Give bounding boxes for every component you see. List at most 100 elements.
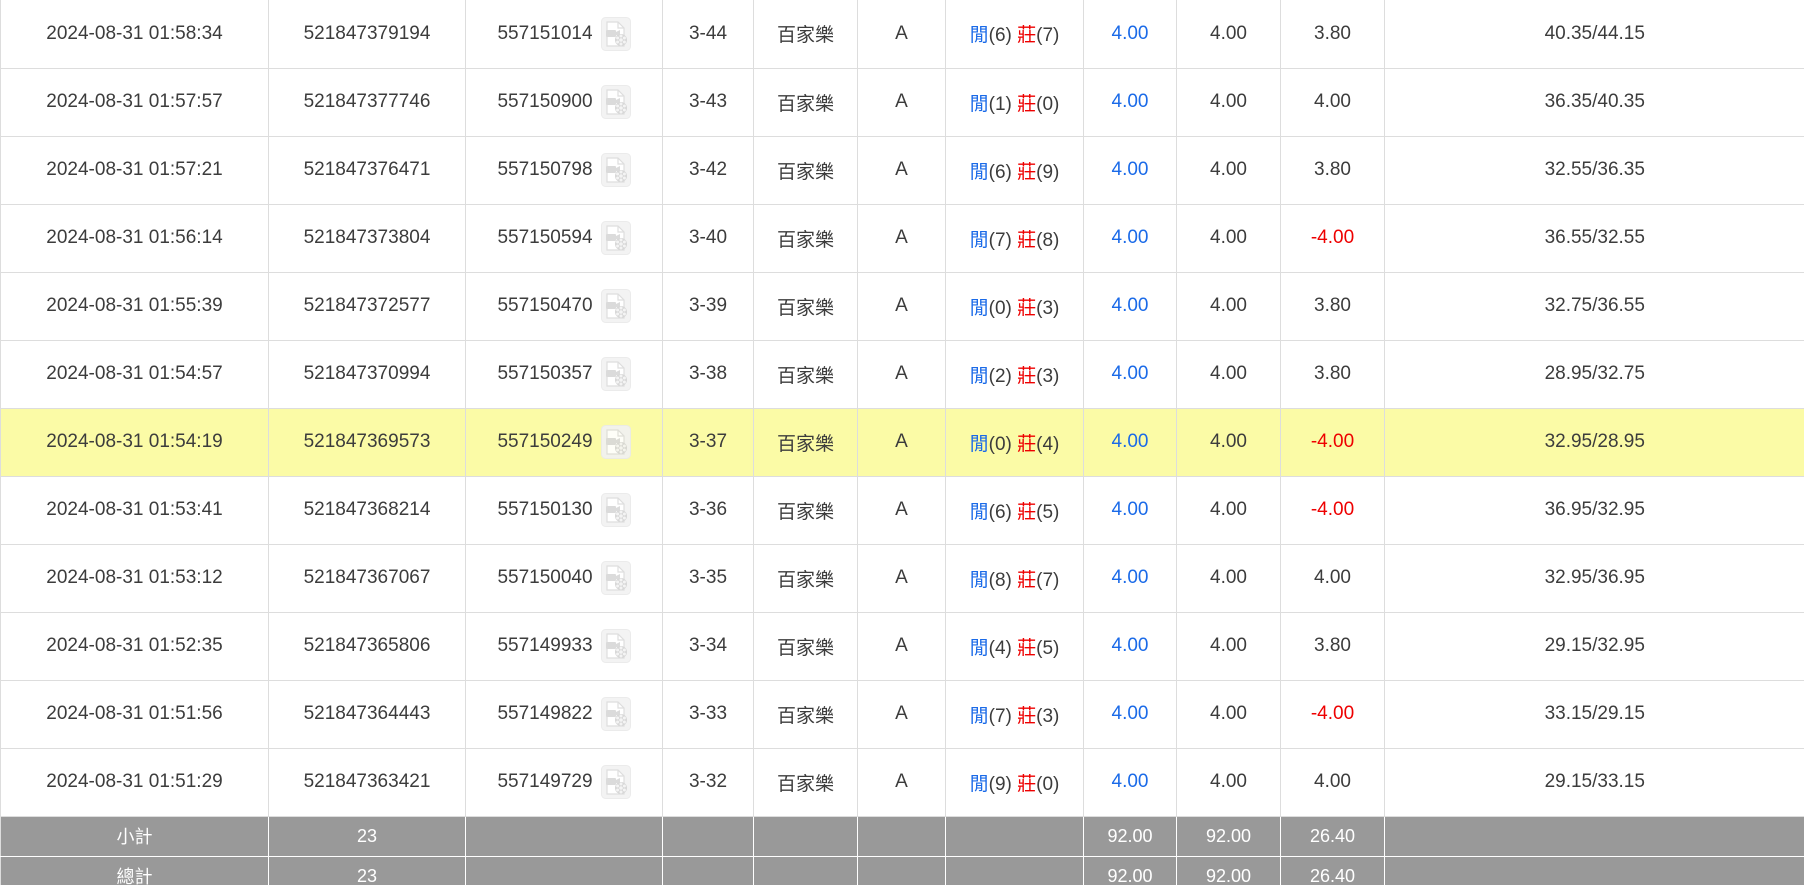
video-document-icon[interactable] — [600, 221, 631, 255]
round-id-text: 557150900 — [497, 91, 593, 112]
video-document-icon[interactable] — [600, 561, 631, 595]
cell-game-name: 百家樂 — [753, 340, 858, 409]
cell-result: 閒(7) 莊(8) — [945, 204, 1084, 273]
cell-seat: A — [857, 272, 946, 341]
cell-result: 閒(0) 莊(3) — [945, 272, 1084, 341]
cell-game-name: 百家樂 — [753, 612, 858, 681]
video-document-icon[interactable] — [600, 425, 631, 459]
player-label: 閒 — [969, 93, 989, 115]
video-document-icon[interactable] — [600, 629, 631, 663]
player-points: (9) — [988, 773, 1012, 795]
cell-bet-time: 2024-08-31 01:51:29 — [0, 748, 269, 817]
summary-result — [945, 816, 1084, 857]
video-document-icon[interactable] — [600, 153, 631, 187]
table-row[interactable]: 2024-08-31 01:57:21 521847376471 557150798… — [0, 136, 1804, 205]
table-row[interactable]: 2024-08-31 01:52:35 521847365806 557149933… — [0, 612, 1804, 681]
cell-bet-amount: 4.00 — [1083, 68, 1177, 137]
player-points: (6) — [988, 161, 1012, 183]
cell-bet-id: 521847368214 — [268, 476, 466, 545]
player-points: (4) — [988, 637, 1012, 659]
table-row[interactable]: 2024-08-31 01:58:34 521847379194 557151014… — [0, 0, 1804, 69]
cell-payout: 3.80 — [1280, 340, 1385, 409]
cell-valid-amount: 4.00 — [1176, 544, 1281, 613]
cell-valid-amount: 4.00 — [1176, 680, 1281, 749]
cell-table-no: 3-33 — [662, 680, 754, 749]
cell-seat: A — [857, 68, 946, 137]
table-row[interactable]: 2024-08-31 01:54:19 521847369573 557150249… — [0, 408, 1804, 477]
video-document-icon[interactable] — [600, 357, 631, 391]
video-document-icon[interactable] — [600, 697, 631, 731]
cell-table-no: 3-43 — [662, 68, 754, 137]
banker-points: (3) — [1036, 297, 1060, 319]
cell-bet-time: 2024-08-31 01:56:14 — [0, 204, 269, 273]
summary-round-id — [465, 856, 663, 885]
banker-label: 莊 — [1017, 161, 1037, 183]
cell-valid-amount: 4.00 — [1176, 204, 1281, 273]
cell-payout: -4.00 — [1280, 476, 1385, 545]
cell-bet-amount: 4.00 — [1083, 136, 1177, 205]
table-row[interactable]: 2024-08-31 01:51:29 521847363421 557149729… — [0, 748, 1804, 817]
cell-game-name: 百家樂 — [753, 476, 858, 545]
banker-points: (5) — [1036, 637, 1060, 659]
cell-payout: -4.00 — [1280, 408, 1385, 477]
banker-points: (0) — [1036, 93, 1060, 115]
cell-bet-time: 2024-08-31 01:55:39 — [0, 272, 269, 341]
cell-valid-amount: 4.00 — [1176, 476, 1281, 545]
cell-table-no: 3-40 — [662, 204, 754, 273]
video-document-icon[interactable] — [600, 765, 631, 799]
cell-round-id: 557150130 — [465, 476, 663, 545]
cell-bet-id: 521847365806 — [268, 612, 466, 681]
banker-points: (7) — [1036, 569, 1060, 591]
table-row[interactable]: 2024-08-31 01:53:41 521847368214 557150130… — [0, 476, 1804, 545]
table-row[interactable]: 2024-08-31 01:54:57 521847370994 557150357… — [0, 340, 1804, 409]
cell-payout: 4.00 — [1280, 68, 1385, 137]
video-document-icon[interactable] — [600, 289, 631, 323]
cell-payout: 4.00 — [1280, 748, 1385, 817]
cell-seat: A — [857, 204, 946, 273]
summary-bet-amount: 92.00 — [1083, 856, 1177, 885]
cell-bet-amount: 4.00 — [1083, 680, 1177, 749]
cell-bet-amount: 4.00 — [1083, 0, 1177, 69]
cell-valid-amount: 4.00 — [1176, 136, 1281, 205]
banker-points: (3) — [1036, 365, 1060, 387]
cell-result: 閒(9) 莊(0) — [945, 748, 1084, 817]
cell-payout: -4.00 — [1280, 204, 1385, 273]
summary-count: 23 — [268, 816, 466, 857]
cell-round-id: 557150040 — [465, 544, 663, 613]
banker-points: (4) — [1036, 433, 1060, 455]
cell-game-name: 百家樂 — [753, 136, 858, 205]
player-points: (0) — [988, 297, 1012, 319]
banker-label: 莊 — [1017, 569, 1037, 591]
cell-bet-amount: 4.00 — [1083, 408, 1177, 477]
cell-round-id: 557150357 — [465, 340, 663, 409]
player-label: 閒 — [969, 569, 989, 591]
cell-payout: 4.00 — [1280, 544, 1385, 613]
video-document-icon[interactable] — [600, 16, 631, 51]
table-row[interactable]: 2024-08-31 01:57:57 521847377746 557150900… — [0, 68, 1804, 137]
cell-bet-id: 521847367067 — [268, 544, 466, 613]
cell-table-no: 3-44 — [662, 0, 754, 69]
summary-game-name — [753, 816, 858, 857]
cell-result: 閒(6) 莊(9) — [945, 136, 1084, 205]
player-points: (6) — [988, 25, 1012, 47]
cell-bet-time: 2024-08-31 01:53:12 — [0, 544, 269, 613]
cell-result: 閒(0) 莊(4) — [945, 408, 1084, 477]
cell-bet-id: 521847379194 — [268, 0, 466, 69]
summary-seat — [857, 816, 946, 857]
cell-table-no: 3-36 — [662, 476, 754, 545]
cell-seat: A — [857, 0, 946, 69]
video-document-icon[interactable] — [600, 85, 631, 119]
cell-round-id: 557150249 — [465, 408, 663, 477]
table-row[interactable]: 2024-08-31 01:53:12 521847367067 557150040… — [0, 544, 1804, 613]
table-row[interactable]: 2024-08-31 01:51:56 521847364443 557149822… — [0, 680, 1804, 749]
table-row[interactable]: 2024-08-31 01:56:14 521847373804 557150594… — [0, 204, 1804, 273]
table-row[interactable]: 2024-08-31 01:55:39 521847372577 557150470… — [0, 272, 1804, 341]
round-id-text: 557150594 — [497, 227, 593, 248]
summary-payout: 26.40 — [1280, 816, 1385, 857]
cell-bet-amount: 4.00 — [1083, 204, 1177, 273]
video-document-icon[interactable] — [600, 493, 631, 527]
summary-result — [945, 856, 1084, 885]
player-label: 閒 — [969, 637, 989, 659]
